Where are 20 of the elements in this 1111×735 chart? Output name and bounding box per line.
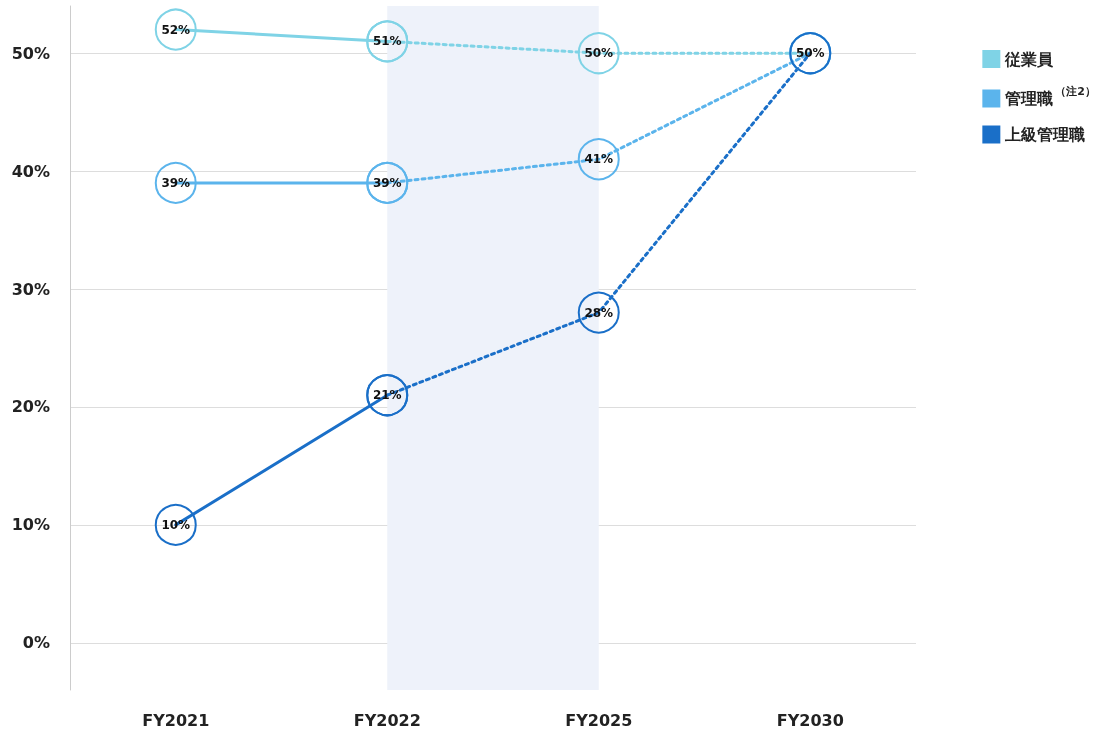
y-tick-label: 20% [11, 397, 50, 417]
y-tick-label: 40% [11, 161, 50, 181]
legend-label: 従業員 [1004, 49, 1055, 69]
x-tick-label: FY2021 [142, 710, 210, 730]
data-label: 41% [584, 152, 614, 167]
data-label: 39% [372, 175, 402, 190]
data-label: 39% [161, 175, 191, 190]
data-label: 10% [161, 517, 191, 532]
y-tick-label: 50% [11, 43, 50, 63]
y-tick-label: 0% [22, 633, 50, 653]
y-tick-label: 10% [11, 515, 50, 535]
data-label: 50% [795, 46, 825, 61]
data-label: 52% [161, 22, 191, 37]
x-tick-label: FY2025 [565, 710, 633, 730]
legend-label: 上級管理職 [1004, 125, 1086, 144]
x-tick-label: FY2022 [353, 710, 421, 730]
data-label: 51% [372, 34, 402, 49]
y-tick-label: 30% [11, 279, 50, 299]
data-label: 50% [584, 46, 614, 61]
x-tick-label: FY2030 [776, 710, 844, 730]
